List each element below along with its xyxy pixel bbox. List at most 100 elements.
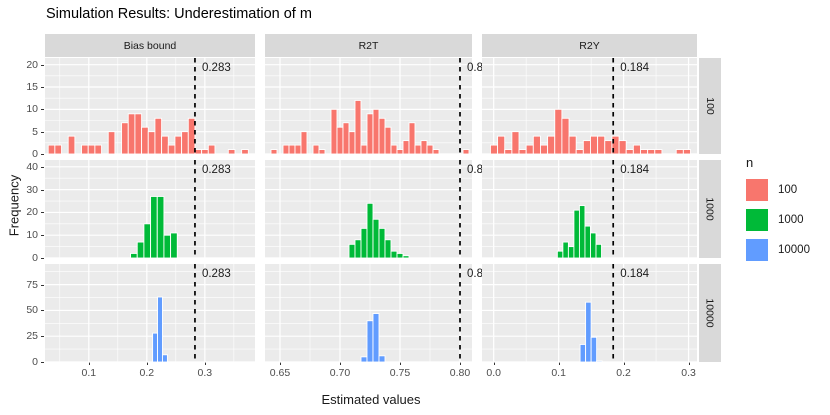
vline-annotation: 0.8 <box>467 268 483 280</box>
histogram-bar <box>390 250 398 259</box>
histogram-bar <box>270 149 278 155</box>
histogram-bar <box>348 131 356 155</box>
histogram-bar <box>354 239 362 259</box>
x-tick-label: 0.70 <box>329 367 351 379</box>
histogram-bar <box>575 149 584 155</box>
legend-label-100: 100 <box>778 184 798 196</box>
histogram-bar <box>561 117 570 155</box>
histogram-bar <box>489 144 499 155</box>
facet-panel-r0c0: 0.283 <box>45 58 255 155</box>
x-tick-mark <box>204 362 206 365</box>
histogram-bar <box>402 255 410 259</box>
histogram-bar <box>384 239 392 259</box>
histogram-bar <box>366 113 374 155</box>
y-tick-mark <box>41 336 44 338</box>
histogram-bar <box>596 360 603 363</box>
histogram-bar <box>360 227 368 259</box>
histogram-bar <box>181 131 189 155</box>
legend-swatch-1000-icon <box>746 209 768 231</box>
histogram-bar <box>201 149 209 155</box>
histogram-bar <box>134 113 143 155</box>
histogram-bar <box>141 126 149 155</box>
y-tick-mark <box>41 64 44 66</box>
histogram-bar <box>360 356 368 363</box>
histogram-bar <box>390 144 398 155</box>
histogram-bar <box>590 336 598 363</box>
y-tick-label: 40 <box>26 160 38 173</box>
facet-col-strip-2: R2Y <box>482 34 697 57</box>
facet-row-strip-label: 100 <box>704 97 716 115</box>
y-tick-mark <box>41 235 44 237</box>
vline-annotation: 0.8 <box>467 164 483 176</box>
histogram-bar <box>170 232 178 259</box>
y-tick-mark <box>41 87 44 89</box>
histogram-bar <box>187 117 196 155</box>
histogram-bar <box>81 144 89 155</box>
histogram-bar <box>150 196 158 259</box>
histogram-bar <box>625 149 634 155</box>
facet-col-strip-0: Bias bound <box>45 34 255 57</box>
histogram-bar <box>590 232 597 259</box>
histogram-bar <box>675 149 684 155</box>
histogram-bar <box>585 301 592 363</box>
histogram-bar <box>372 108 380 155</box>
x-tick-mark <box>340 362 341 365</box>
vline-annotation: 0.184 <box>620 268 649 280</box>
histogram-bar <box>67 135 76 155</box>
histogram-bar <box>366 320 374 363</box>
histogram-bar <box>348 243 356 259</box>
facet-row-strip-0: 100 <box>699 58 721 154</box>
y-tick-label: 0 <box>32 356 38 368</box>
histogram-bar <box>604 140 613 155</box>
histogram-bar <box>282 144 290 155</box>
histogram-bar <box>640 149 649 155</box>
legend-item-1000: 1000 <box>746 209 810 231</box>
y-tick-label: 20 <box>26 58 38 71</box>
y-axis-title: Frequency <box>6 174 22 237</box>
histogram-bar <box>360 144 368 155</box>
y-tick-mark <box>41 258 44 259</box>
y-tick-label: 10 <box>26 229 38 242</box>
vline-annotation: 0.184 <box>620 164 649 176</box>
histogram-bar <box>396 252 404 259</box>
histogram-bar <box>300 131 308 155</box>
histogram-bar <box>618 140 627 155</box>
x-tick-label: 0.3 <box>197 367 213 379</box>
x-tick-label: 0.65 <box>269 367 291 379</box>
histogram-bar <box>366 202 374 259</box>
histogram-bar <box>147 131 156 155</box>
x-tick-mark <box>688 362 690 365</box>
histogram-bar <box>584 225 591 259</box>
histogram-bar <box>532 135 541 155</box>
histogram-bar <box>161 135 169 155</box>
histogram-bar <box>595 243 602 259</box>
y-tick-label: 50 <box>26 304 38 317</box>
histogram-bar <box>540 144 549 155</box>
x-tick-mark <box>146 362 148 365</box>
histogram-bar <box>227 149 236 155</box>
histogram-bar <box>504 149 513 155</box>
histogram-bar <box>396 149 404 155</box>
histogram-bar <box>156 196 165 259</box>
histogram-bar <box>582 140 591 155</box>
histogram-bar <box>372 218 380 259</box>
histogram-bar <box>654 149 663 155</box>
histogram-bar <box>87 144 96 155</box>
histogram-bar <box>94 144 103 155</box>
histogram-bar <box>632 144 641 155</box>
vline-annotation: 0.283 <box>202 268 231 280</box>
x-tick-label: 0.0 <box>486 367 501 379</box>
facet-panel-r0c1: 0.8 <box>265 58 483 155</box>
facet-panel-r1c2: 0.184 <box>482 160 697 259</box>
facet-panel-r2c2: 0.184 <box>482 264 697 363</box>
facet-row-strip-label: 10000 <box>704 298 717 328</box>
x-tick-label: 0.75 <box>389 367 411 379</box>
y-tick-label: 10 <box>26 103 38 116</box>
panel-background <box>45 264 255 362</box>
x-tick-label: 0.3 <box>681 367 696 379</box>
histogram-bar <box>562 241 569 259</box>
y-tick-mark <box>41 109 44 111</box>
x-tick-mark <box>88 362 90 365</box>
vline-annotation: 0.283 <box>202 164 231 176</box>
